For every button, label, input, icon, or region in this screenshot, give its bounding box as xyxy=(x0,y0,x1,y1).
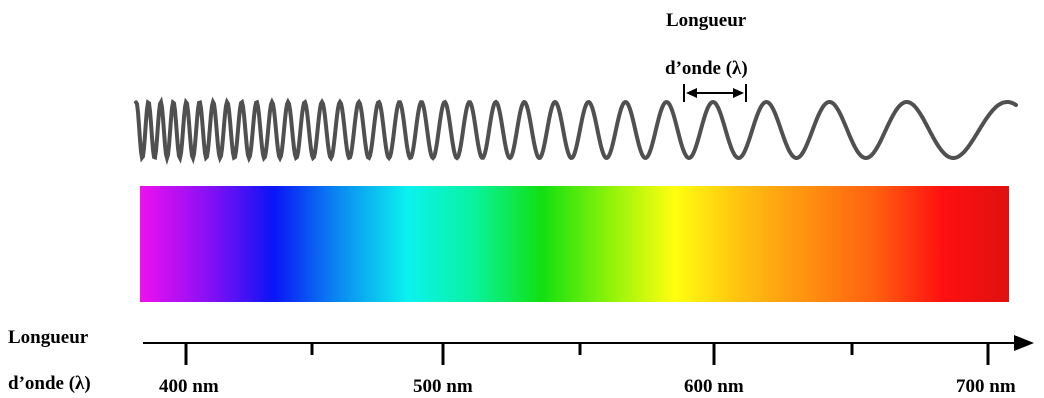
tick-label-700: 700 nm xyxy=(956,376,1016,397)
axis-label-line1: Longueur xyxy=(8,327,89,348)
wavelength-arrowhead-right xyxy=(733,88,744,98)
wavelength-arrowhead-left xyxy=(686,88,697,98)
axis-label-line2: d’onde (λ) xyxy=(8,373,91,394)
visible-spectrum-bar xyxy=(140,186,1009,302)
tick-label-400: 400 nm xyxy=(159,376,219,397)
wavelength-arrow xyxy=(683,84,747,102)
wavelength-label-line2: d’onde (λ) xyxy=(665,58,748,79)
wavelength-axis xyxy=(143,335,1034,365)
wavelength-label-line1: Longueur xyxy=(666,10,747,31)
tick-label-500: 500 nm xyxy=(413,376,473,397)
tick-label-600: 600 nm xyxy=(684,376,744,397)
axis-arrowhead xyxy=(1014,335,1034,351)
sine-wave xyxy=(134,96,1018,166)
